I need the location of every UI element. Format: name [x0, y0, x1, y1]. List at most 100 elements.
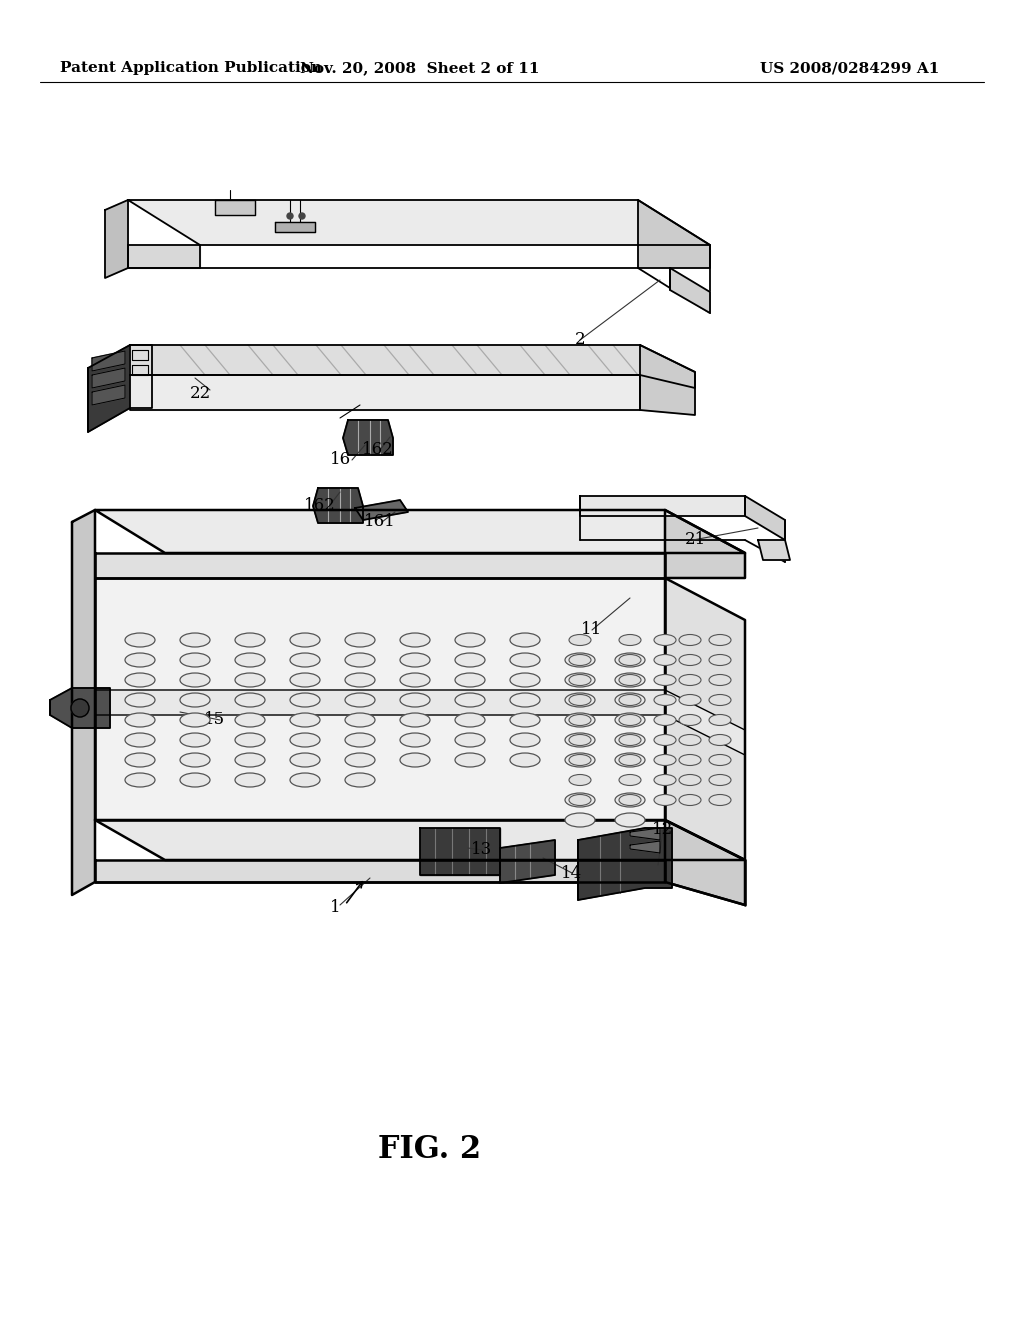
Ellipse shape: [180, 752, 210, 767]
Ellipse shape: [345, 693, 375, 708]
Ellipse shape: [125, 733, 155, 747]
Polygon shape: [88, 345, 152, 432]
Ellipse shape: [679, 714, 701, 726]
Polygon shape: [758, 540, 790, 560]
Ellipse shape: [618, 775, 641, 785]
Ellipse shape: [234, 713, 265, 727]
Ellipse shape: [400, 634, 430, 647]
Ellipse shape: [180, 713, 210, 727]
Ellipse shape: [709, 755, 731, 766]
Ellipse shape: [565, 673, 595, 686]
Polygon shape: [95, 861, 665, 882]
Ellipse shape: [569, 775, 591, 785]
Ellipse shape: [615, 793, 645, 807]
Polygon shape: [128, 246, 200, 268]
Ellipse shape: [565, 653, 595, 667]
Text: 13: 13: [471, 842, 493, 858]
Ellipse shape: [565, 713, 595, 727]
Ellipse shape: [290, 693, 319, 708]
Ellipse shape: [455, 733, 485, 747]
Ellipse shape: [125, 693, 155, 708]
Ellipse shape: [569, 635, 591, 645]
Ellipse shape: [180, 634, 210, 647]
Ellipse shape: [400, 733, 430, 747]
Ellipse shape: [400, 693, 430, 708]
Text: 1: 1: [330, 899, 340, 916]
Ellipse shape: [345, 752, 375, 767]
Ellipse shape: [709, 795, 731, 805]
Ellipse shape: [679, 694, 701, 705]
Ellipse shape: [290, 653, 319, 667]
Text: 22: 22: [189, 384, 211, 401]
Ellipse shape: [180, 733, 210, 747]
Text: Nov. 20, 2008  Sheet 2 of 11: Nov. 20, 2008 Sheet 2 of 11: [300, 61, 540, 75]
Polygon shape: [132, 366, 148, 375]
Ellipse shape: [510, 673, 540, 686]
Polygon shape: [640, 345, 695, 414]
Ellipse shape: [234, 693, 265, 708]
Ellipse shape: [180, 673, 210, 686]
Polygon shape: [215, 201, 255, 215]
Ellipse shape: [618, 694, 641, 705]
Ellipse shape: [654, 734, 676, 746]
Ellipse shape: [709, 714, 731, 726]
Polygon shape: [343, 420, 393, 455]
Ellipse shape: [654, 635, 676, 645]
Ellipse shape: [234, 634, 265, 647]
Polygon shape: [130, 345, 695, 388]
Ellipse shape: [615, 673, 645, 686]
Polygon shape: [745, 496, 785, 540]
Ellipse shape: [618, 755, 641, 766]
Ellipse shape: [234, 673, 265, 686]
Ellipse shape: [679, 655, 701, 665]
Polygon shape: [638, 201, 710, 268]
Polygon shape: [500, 840, 555, 883]
Ellipse shape: [615, 713, 645, 727]
Ellipse shape: [510, 693, 540, 708]
Polygon shape: [665, 510, 745, 578]
Ellipse shape: [615, 693, 645, 708]
Ellipse shape: [565, 793, 595, 807]
Ellipse shape: [654, 675, 676, 685]
Ellipse shape: [234, 653, 265, 667]
Ellipse shape: [290, 634, 319, 647]
Ellipse shape: [400, 752, 430, 767]
Ellipse shape: [565, 813, 595, 828]
Polygon shape: [92, 351, 125, 371]
Text: Patent Application Publication: Patent Application Publication: [60, 61, 322, 75]
Text: 11: 11: [582, 622, 603, 639]
Polygon shape: [578, 828, 672, 900]
Polygon shape: [95, 510, 745, 553]
Text: FIG. 2: FIG. 2: [379, 1134, 481, 1166]
Ellipse shape: [618, 714, 641, 726]
Polygon shape: [50, 688, 110, 729]
Text: 162: 162: [362, 441, 394, 458]
Text: 161: 161: [365, 513, 396, 531]
Ellipse shape: [569, 675, 591, 685]
Polygon shape: [92, 385, 125, 405]
Ellipse shape: [618, 734, 641, 746]
Text: 16: 16: [330, 451, 350, 469]
Ellipse shape: [618, 675, 641, 685]
Text: 15: 15: [205, 711, 225, 729]
Text: 2: 2: [574, 331, 586, 348]
Ellipse shape: [569, 694, 591, 705]
Ellipse shape: [234, 774, 265, 787]
Ellipse shape: [125, 634, 155, 647]
Ellipse shape: [709, 635, 731, 645]
Ellipse shape: [569, 795, 591, 805]
Ellipse shape: [569, 655, 591, 665]
Ellipse shape: [455, 634, 485, 647]
Ellipse shape: [125, 752, 155, 767]
Ellipse shape: [345, 733, 375, 747]
Ellipse shape: [180, 693, 210, 708]
Ellipse shape: [615, 752, 645, 767]
Ellipse shape: [654, 714, 676, 726]
Ellipse shape: [709, 775, 731, 785]
Ellipse shape: [565, 752, 595, 767]
Circle shape: [299, 213, 305, 219]
Polygon shape: [670, 268, 710, 313]
Polygon shape: [275, 222, 315, 232]
Circle shape: [71, 700, 89, 717]
Polygon shape: [105, 201, 128, 279]
